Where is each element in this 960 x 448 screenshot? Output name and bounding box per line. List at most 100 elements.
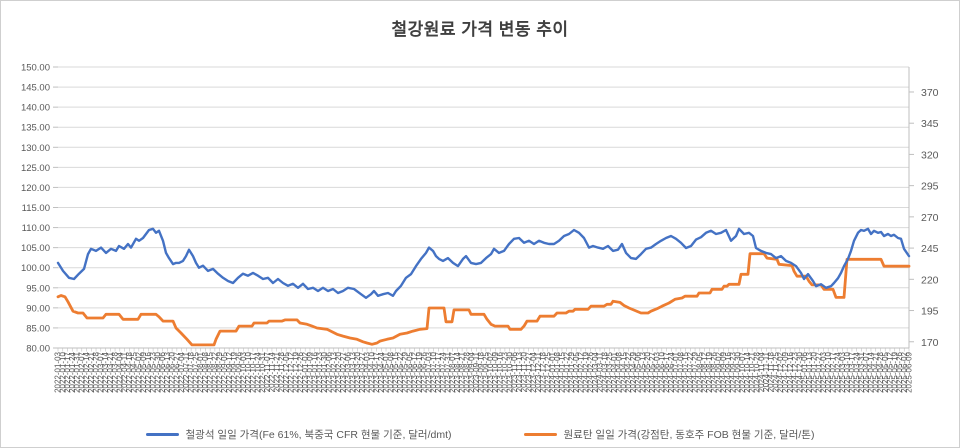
svg-text:2023-04-03: 2023-04-03	[363, 351, 372, 392]
svg-text:2022-09-05: 2022-09-05	[220, 351, 229, 392]
svg-text:2023-09-11: 2023-09-11	[472, 351, 481, 392]
svg-text:2024-09-30: 2024-09-30	[733, 351, 742, 392]
svg-text:2023-01-16: 2023-01-16	[310, 351, 319, 392]
svg-text:2023-04-10: 2023-04-10	[367, 351, 376, 392]
svg-text:2023-10-16: 2023-10-16	[496, 351, 505, 392]
svg-text:2024-08-19: 2024-08-19	[705, 351, 714, 392]
svg-text:2022-02-14: 2022-02-14	[82, 351, 91, 392]
svg-text:140.00: 140.00	[21, 103, 50, 114]
svg-text:2023-11-06: 2023-11-06	[510, 351, 519, 392]
svg-text:2024-04-08: 2024-04-08	[615, 351, 624, 392]
svg-text:2022-11-14: 2022-11-14	[268, 351, 277, 392]
svg-text:2022-03-28: 2022-03-28	[111, 351, 120, 392]
svg-text:2022-01-24: 2022-01-24	[68, 351, 77, 392]
svg-text:90.00: 90.00	[26, 303, 50, 314]
svg-text:2024-12-16: 2024-12-16	[786, 351, 795, 392]
svg-text:2023-04-24: 2023-04-24	[377, 351, 386, 392]
svg-text:2025-03-03: 2025-03-03	[838, 351, 847, 392]
svg-text:2023-02-06: 2023-02-06	[325, 351, 334, 392]
x-tick-marks-group	[57, 348, 910, 352]
svg-text:2024-09-02: 2024-09-02	[714, 351, 723, 392]
svg-text:2023-09-04: 2023-09-04	[467, 351, 476, 392]
svg-text:2023-02-13: 2023-02-13	[329, 351, 338, 392]
svg-text:2025-02-17: 2025-02-17	[829, 351, 838, 392]
svg-text:2022-10-03: 2022-10-03	[239, 351, 248, 392]
svg-text:2023-08-28: 2023-08-28	[462, 351, 471, 392]
svg-text:2023-03-27: 2023-03-27	[358, 351, 367, 392]
svg-text:2023-02-27: 2023-02-27	[339, 351, 348, 392]
svg-text:2022-05-02: 2022-05-02	[134, 351, 143, 392]
legend-item-iron-ore: 철광석 일일 가격(Fe 61%, 북중국 CFR 현물 기준, 달러/dmt)	[145, 427, 452, 442]
svg-text:370: 370	[921, 87, 939, 99]
svg-text:2022-09-26: 2022-09-26	[234, 351, 243, 392]
svg-text:95.00: 95.00	[26, 283, 50, 294]
svg-text:2024-01-15: 2024-01-15	[558, 351, 567, 392]
svg-text:2022-10-31: 2022-10-31	[258, 351, 267, 392]
svg-text:2024-11-25: 2024-11-25	[771, 351, 780, 392]
svg-text:2023-11-20: 2023-11-20	[520, 351, 529, 392]
svg-text:2025-03-24: 2025-03-24	[852, 351, 861, 392]
svg-text:2022-10-17: 2022-10-17	[249, 351, 258, 392]
svg-text:2023-06-12: 2023-06-12	[410, 351, 419, 392]
y-left-labels-group: 80.00 85.00 90.00 95.00 100.00 105.00 110.00 11…	[21, 63, 50, 355]
svg-text:2023-06-05: 2023-06-05	[405, 351, 414, 392]
svg-text:220: 220	[921, 274, 939, 286]
svg-text:2025-06-09: 2025-06-09	[905, 351, 914, 392]
svg-text:2025-05-19: 2025-05-19	[890, 351, 899, 392]
svg-text:2024-09-16: 2024-09-16	[724, 351, 733, 392]
svg-text:2023-03-20: 2023-03-20	[353, 351, 362, 392]
svg-text:2024-07-01: 2024-07-01	[672, 351, 681, 392]
svg-text:2025-04-14: 2025-04-14	[867, 351, 876, 392]
svg-text:2022-04-11: 2022-04-11	[120, 351, 129, 392]
svg-text:2023-12-25: 2023-12-25	[543, 351, 552, 392]
svg-text:2023-01-02: 2023-01-02	[301, 351, 310, 392]
svg-text:2023-12-04: 2023-12-04	[529, 351, 538, 392]
svg-text:2024-02-05: 2024-02-05	[572, 351, 581, 392]
svg-text:2022-03-21: 2022-03-21	[106, 351, 115, 392]
svg-text:2024-10-07: 2024-10-07	[738, 351, 747, 392]
svg-text:2023-03-13: 2023-03-13	[348, 351, 357, 392]
svg-text:2022-06-06: 2022-06-06	[158, 351, 167, 392]
svg-text:2025-04-28: 2025-04-28	[876, 351, 885, 392]
svg-text:2024-08-05: 2024-08-05	[695, 351, 704, 392]
svg-text:150.00: 150.00	[21, 63, 50, 74]
svg-text:2024-03-04: 2024-03-04	[591, 351, 600, 392]
svg-text:295: 295	[921, 181, 939, 193]
svg-text:2022-06-13: 2022-06-13	[163, 351, 172, 392]
svg-text:2023-08-07: 2023-08-07	[448, 351, 457, 392]
svg-text:2022-03-14: 2022-03-14	[101, 351, 110, 392]
svg-text:2025-05-05: 2025-05-05	[881, 351, 890, 392]
gridlines-group	[58, 66, 909, 349]
svg-text:2024-11-04: 2024-11-04	[757, 351, 766, 392]
svg-text:2024-12-09: 2024-12-09	[781, 351, 790, 392]
svg-text:2023-07-24: 2023-07-24	[439, 351, 448, 392]
svg-text:115.00: 115.00	[22, 203, 50, 214]
svg-text:2022-08-01: 2022-08-01	[196, 351, 205, 392]
svg-text:2023-11-27: 2023-11-27	[524, 351, 533, 392]
svg-text:2023-07-10: 2023-07-10	[429, 351, 438, 392]
svg-text:2023-06-26: 2023-06-26	[420, 351, 429, 392]
svg-text:2023-08-21: 2023-08-21	[458, 351, 467, 392]
svg-text:2023-07-03: 2023-07-03	[424, 351, 433, 392]
svg-text:2025-02-10: 2025-02-10	[824, 351, 833, 392]
svg-text:2022-10-24: 2022-10-24	[253, 351, 262, 392]
svg-text:2023-05-15: 2023-05-15	[391, 351, 400, 392]
svg-text:2022-05-30: 2022-05-30	[153, 351, 162, 392]
axes-group	[53, 66, 914, 349]
svg-text:2023-07-31: 2023-07-31	[443, 351, 452, 392]
svg-text:2025-01-20: 2025-01-20	[810, 351, 819, 392]
svg-text:2024-08-26: 2024-08-26	[710, 351, 719, 392]
svg-text:2022-12-12: 2022-12-12	[287, 351, 296, 392]
svg-text:2022-02-28: 2022-02-28	[92, 351, 101, 392]
svg-text:110.00: 110.00	[22, 223, 50, 234]
svg-text:2022-11-07: 2022-11-07	[263, 351, 272, 392]
svg-text:2023-05-01: 2023-05-01	[382, 351, 391, 392]
series-coking-coal-line	[56, 252, 911, 347]
svg-text:2023-05-22: 2023-05-22	[396, 351, 405, 392]
svg-text:2023-11-13: 2023-11-13	[515, 351, 524, 392]
chart-title: 철강원료 가격 변동 추이	[391, 20, 569, 39]
svg-text:2022-07-04: 2022-07-04	[177, 351, 186, 392]
svg-text:345: 345	[921, 118, 939, 130]
